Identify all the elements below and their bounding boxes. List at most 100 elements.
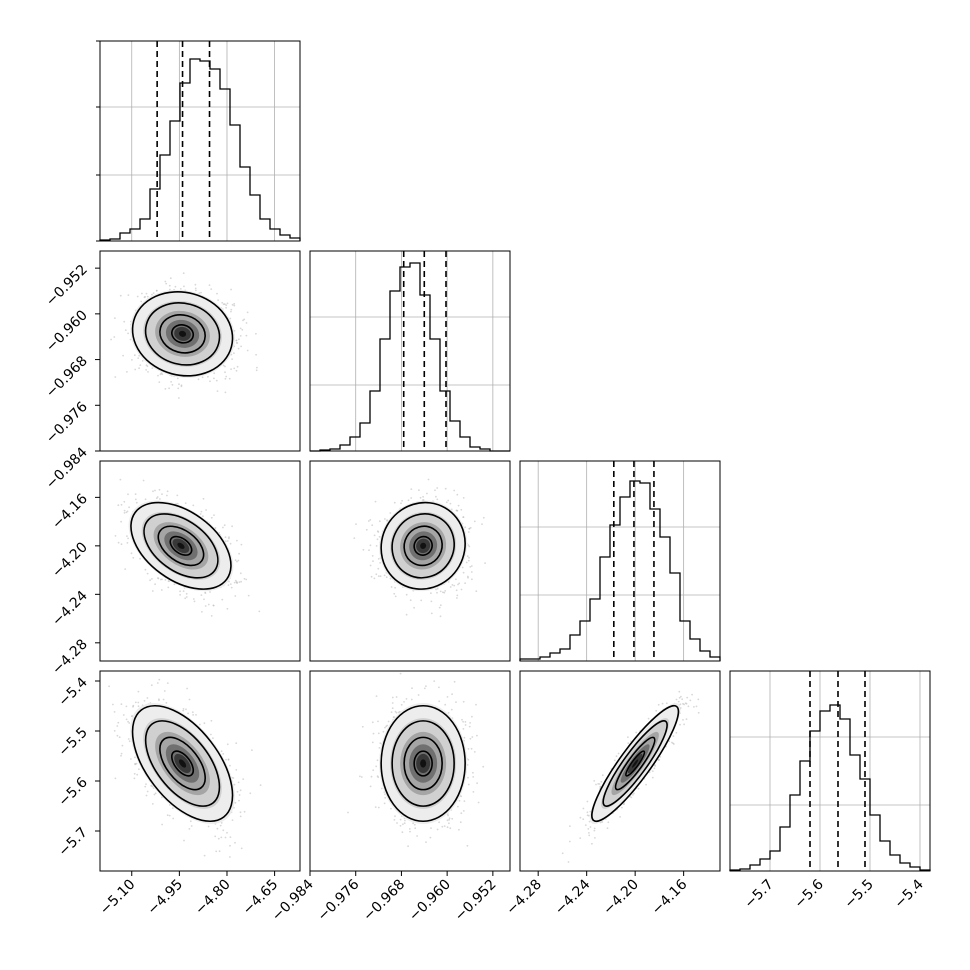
sample-point: [230, 288, 233, 291]
sample-point: [379, 562, 381, 564]
sample-point: [182, 590, 185, 592]
sample-point: [134, 498, 137, 501]
sample-point: [430, 592, 432, 595]
sample-point: [201, 611, 203, 613]
sample-point: [235, 339, 238, 342]
density-level-5: [178, 330, 187, 337]
sample-point: [108, 685, 110, 688]
sample-point: [365, 528, 368, 531]
sample-point: [166, 490, 169, 493]
sample-point: [235, 369, 238, 372]
sample-point: [462, 516, 465, 518]
sample-point: [124, 329, 127, 331]
sample-point: [236, 539, 238, 542]
sample-point: [151, 578, 153, 580]
sample-point: [127, 493, 129, 496]
sample-point: [239, 572, 242, 575]
sample-point: [169, 288, 171, 291]
sample-point: [233, 304, 236, 307]
sample-point: [127, 537, 129, 540]
sample-point: [236, 365, 239, 368]
sample-point: [377, 531, 380, 533]
sample-point: [139, 557, 142, 560]
sample-point: [389, 512, 392, 514]
sample-point: [466, 555, 469, 558]
sample-point: [134, 493, 137, 495]
sample-point: [240, 345, 243, 348]
sample-point: [119, 478, 122, 481]
sample-point: [224, 836, 227, 839]
sample-point: [439, 590, 442, 593]
sample-point: [482, 516, 485, 519]
sample-point: [405, 593, 408, 596]
sample-point: [114, 317, 116, 319]
contour-line-3: [169, 535, 193, 556]
sample-point: [256, 366, 258, 369]
sample-point: [152, 292, 155, 294]
sample-point: [159, 373, 162, 376]
sample-point: [245, 322, 248, 324]
sample-point: [114, 376, 117, 378]
sample-point: [230, 368, 233, 370]
sample-point: [246, 311, 249, 314]
sample-point: [467, 544, 470, 546]
sample-point: [185, 592, 188, 595]
sample-point: [146, 365, 149, 368]
sample-point: [461, 566, 464, 569]
sample-point: [371, 555, 374, 557]
sample-point: [117, 541, 120, 544]
sample-point: [237, 347, 240, 350]
sample-point: [238, 581, 241, 583]
sample-point: [230, 310, 232, 313]
sample-point: [230, 308, 233, 311]
sample-point: [210, 516, 213, 519]
sample-point: [373, 577, 376, 580]
sample-point: [134, 368, 137, 371]
sample-point: [123, 500, 126, 503]
sample-point: [185, 596, 188, 598]
panel-background: [310, 251, 510, 451]
histogram-step-line: [99, 58, 301, 241]
sample-point: [457, 583, 459, 586]
sample-point: [145, 783, 147, 785]
sample-point: [436, 587, 439, 590]
sample-point: [146, 790, 149, 793]
sample-point: [369, 544, 372, 547]
sample-point: [430, 612, 433, 615]
sample-point: [227, 584, 230, 586]
sample-point: [167, 586, 170, 589]
sample-point: [176, 494, 179, 497]
sample-point: [386, 519, 388, 521]
panel-content: [114, 478, 261, 617]
sample-point: [168, 814, 171, 817]
sample-point: [132, 556, 135, 559]
sample-point: [188, 828, 191, 830]
contour-line-0: [131, 291, 234, 377]
sample-point: [193, 600, 196, 603]
sample-point: [436, 487, 439, 489]
sample-point: [368, 549, 370, 552]
sample-point: [223, 524, 226, 527]
sample-point: [198, 292, 201, 294]
histogram-step-line: [729, 704, 931, 871]
sample-point: [212, 737, 214, 739]
sample-point: [246, 349, 249, 352]
sample-point: [154, 583, 157, 586]
density-level-5: [420, 542, 427, 549]
contour-line-1: [144, 302, 221, 366]
contour-line-2: [403, 525, 443, 567]
sample-point: [213, 514, 215, 516]
sample-point: [384, 518, 386, 520]
sample-point: [243, 577, 246, 580]
sample-point: [188, 698, 191, 701]
sample-point: [393, 501, 396, 504]
sample-point: [457, 504, 460, 507]
sample-point: [141, 292, 143, 295]
sample-point: [224, 377, 227, 380]
sample-point: [174, 285, 177, 288]
sample-point: [225, 758, 227, 761]
sample-point: [130, 552, 133, 555]
sample-point: [149, 579, 152, 582]
sample-point: [455, 509, 458, 512]
